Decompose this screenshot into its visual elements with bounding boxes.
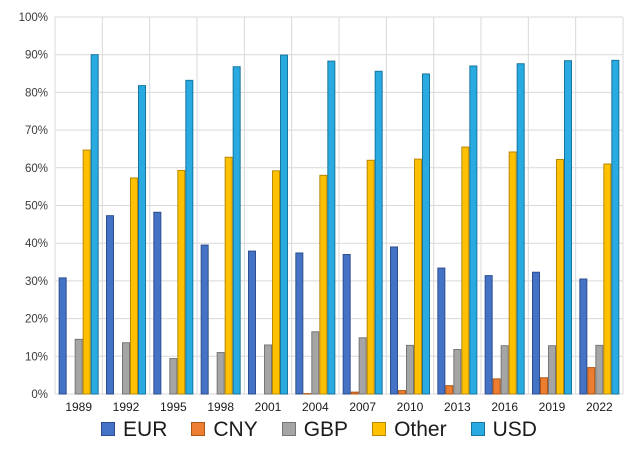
- bar-cny-2010: [398, 390, 406, 395]
- bar-gbp-2001: [264, 344, 272, 395]
- bar-other-1998: [224, 156, 233, 395]
- bar-gbp-2010: [406, 344, 414, 395]
- bar-eur-2019: [532, 271, 540, 395]
- y-tick-label: 20%: [25, 314, 48, 326]
- bar-other-2013: [461, 146, 470, 395]
- y-tick-label: 80%: [25, 87, 48, 99]
- bar-other-2019: [556, 159, 564, 395]
- x-tick-label: 2010: [397, 400, 424, 412]
- gbp-legend-swatch: [281, 422, 296, 436]
- bar-eur-1995: [153, 211, 162, 395]
- bar-other-1989: [82, 149, 91, 395]
- legend-label: Other: [394, 417, 447, 441]
- bar-other-2001: [272, 170, 280, 395]
- bar-usd-1995: [185, 79, 194, 395]
- y-tick-label: 50%: [25, 201, 48, 213]
- bar-eur-1998: [200, 244, 209, 395]
- bar-gbp-2016: [500, 345, 509, 395]
- bar-usd-2022: [611, 59, 620, 395]
- y-tick-label: 30%: [25, 276, 48, 288]
- bar-eur-2016: [484, 275, 493, 395]
- x-tick-label: 2022: [586, 400, 613, 412]
- bar-cny-2007: [350, 391, 359, 395]
- bar-eur-2022: [579, 278, 588, 395]
- y-tick-label: 40%: [25, 238, 48, 250]
- bar-eur-2004: [295, 252, 304, 395]
- bar-gbp-2022: [595, 344, 604, 395]
- bar-other-2010: [414, 158, 422, 395]
- bar-eur-2007: [342, 254, 351, 395]
- other-legend-swatch: [372, 422, 387, 436]
- bar-eur-2001: [248, 250, 256, 395]
- x-tick-label: 1992: [113, 400, 140, 412]
- bar-other-2016: [508, 151, 517, 395]
- bar-usd-1992: [138, 85, 146, 395]
- x-tick-label: 1998: [207, 400, 234, 412]
- cny-legend-swatch: [191, 422, 206, 436]
- eur-legend-swatch: [101, 422, 116, 436]
- x-tick-label: 2001: [255, 400, 282, 412]
- bar-cny-2013: [445, 385, 454, 395]
- bar-usd-2013: [469, 65, 478, 395]
- bar-gbp-2004: [311, 331, 320, 395]
- bar-eur-1992: [106, 215, 114, 395]
- x-tick-label: 2016: [491, 400, 518, 412]
- bar-gbp-2007: [358, 337, 367, 395]
- bar-usd-2019: [564, 60, 572, 395]
- bar-cny-2022: [587, 367, 596, 395]
- x-tick-label: 2004: [302, 400, 329, 412]
- bar-usd-2010: [422, 73, 430, 395]
- x-tick-label: 2007: [349, 400, 376, 412]
- legend-item-eur: EUR: [101, 419, 167, 440]
- bar-cny-2016: [492, 378, 501, 395]
- y-tick-label: 60%: [25, 163, 48, 175]
- y-tick-label: 90%: [25, 50, 48, 62]
- bar-gbp-2013: [453, 349, 462, 395]
- bar-usd-1989: [90, 54, 99, 395]
- bar-usd-2001: [280, 54, 288, 395]
- y-tick-label: 0%: [31, 389, 48, 401]
- x-tick-label: 2013: [444, 400, 471, 412]
- bar-other-1995: [177, 169, 186, 395]
- y-tick-label: 10%: [25, 351, 48, 363]
- bar-gbp-1998: [216, 352, 225, 395]
- legend-label: CNY: [213, 417, 258, 441]
- chart-plot-area: 0% 10% 20% 30% 40% 50% 60% 70% 80% 90% 100% 1989 199…: [19, 12, 624, 412]
- legend-item-other: Other: [372, 419, 447, 440]
- legend-item-cny: CNY: [191, 417, 258, 441]
- bar-usd-1998: [232, 66, 241, 395]
- bar-usd-2004: [327, 60, 336, 395]
- bar-eur-2010: [390, 246, 398, 395]
- chart-legend: EUR CNY GBP Other USD: [0, 412, 638, 446]
- bar-gbp-1995: [169, 358, 178, 395]
- y-tick-label: 100%: [19, 12, 48, 24]
- y-tick-label: 70%: [25, 125, 48, 137]
- bar-gbp-2019: [548, 345, 556, 395]
- x-tick-label: 1995: [160, 400, 187, 412]
- bar-other-2004: [319, 174, 328, 395]
- bar-gbp-1989: [74, 338, 83, 395]
- bar-other-1992: [130, 177, 138, 395]
- bar-gbp-1992: [122, 342, 130, 395]
- legend-item-usd: USD: [470, 417, 537, 441]
- legend-item-gbp: GBP: [281, 417, 349, 441]
- bar-other-2007: [366, 159, 375, 395]
- legend-label: GBP: [303, 417, 349, 441]
- usd-legend-swatch: [470, 422, 485, 436]
- legend-label: EUR: [123, 417, 168, 441]
- bar-cny-2019: [540, 377, 548, 395]
- bar-usd-2016: [516, 63, 525, 395]
- bar-usd-2007: [374, 70, 383, 395]
- bar-other-2022: [603, 163, 612, 395]
- legend-label: USD: [492, 417, 537, 441]
- x-tick-label: 2019: [539, 400, 566, 412]
- bar-eur-1989: [58, 277, 67, 395]
- bar-eur-2013: [437, 267, 446, 395]
- x-tick-label: 1989: [65, 400, 92, 412]
